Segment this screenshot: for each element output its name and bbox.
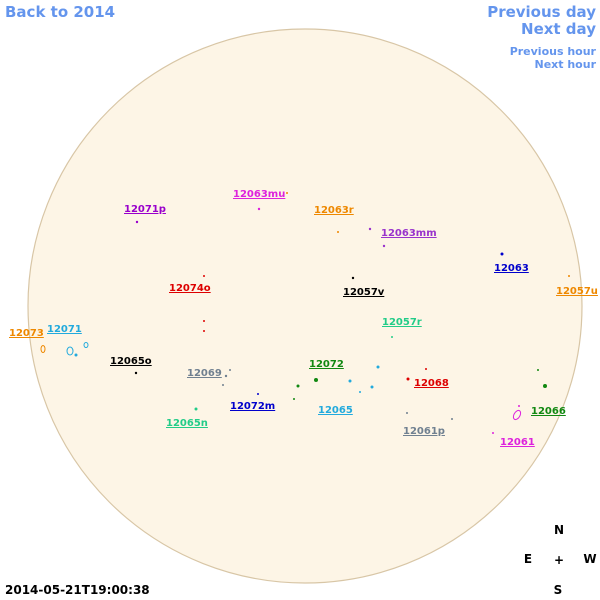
region-label[interactable]: 12061p xyxy=(403,426,445,437)
timestamp: 2014-05-21T19:00:38 xyxy=(5,583,150,597)
compass-west: W xyxy=(583,552,596,566)
region-label[interactable]: 12065o xyxy=(110,356,152,367)
region-label[interactable]: 12063 xyxy=(494,263,529,274)
back-link[interactable]: Back to 2014 xyxy=(5,3,115,21)
region-label[interactable]: 12057v xyxy=(343,287,385,298)
sunspots xyxy=(40,192,570,434)
region-label[interactable]: 12073 xyxy=(9,328,44,339)
previous-hour-link[interactable]: Previous hour xyxy=(510,45,597,58)
region-label[interactable]: 12068 xyxy=(414,378,449,389)
region-labels: 12071p 12063mu 12063r 12063mm 12063 12057u 120… xyxy=(9,189,598,448)
compass-center: + xyxy=(554,553,564,567)
region-label[interactable]: 12065 xyxy=(318,405,353,416)
compass-north: N xyxy=(554,523,564,537)
region-label[interactable]: 12072 xyxy=(309,359,344,370)
next-hour-link[interactable]: Next hour xyxy=(535,58,597,71)
region-label[interactable]: 12069 xyxy=(187,368,222,379)
region-label[interactable]: 12071p xyxy=(124,204,166,215)
region-label[interactable]: 12063mm xyxy=(381,228,437,239)
region-label[interactable]: 12065n xyxy=(166,418,208,429)
region-label[interactable]: 12066 xyxy=(531,406,566,417)
region-label[interactable]: 12074o xyxy=(169,283,211,294)
compass-south: S xyxy=(554,583,563,597)
solar-disk xyxy=(27,28,583,584)
region-label[interactable]: 12057r xyxy=(382,317,422,328)
region-label[interactable]: 12071 xyxy=(47,324,82,335)
next-day-link[interactable]: Next day xyxy=(521,20,596,38)
region-label[interactable]: 12057u xyxy=(556,286,598,297)
compass-east: E xyxy=(524,552,532,566)
region-label[interactable]: 12063r xyxy=(314,205,354,216)
previous-day-link[interactable]: Previous day xyxy=(487,3,596,21)
region-label[interactable]: 12072m xyxy=(230,401,275,412)
region-label[interactable]: 12061 xyxy=(500,437,535,448)
region-label[interactable]: 12063mu xyxy=(233,189,285,200)
